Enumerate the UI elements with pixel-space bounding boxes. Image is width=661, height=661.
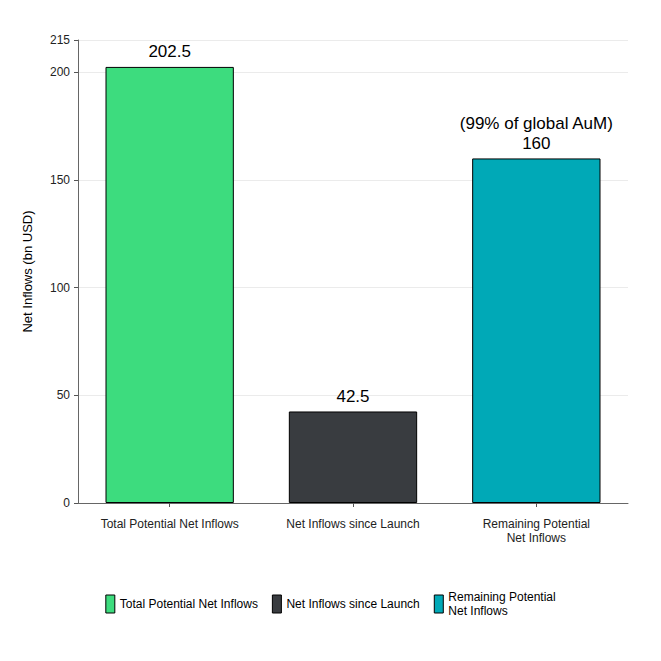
svg-text:160: 160 (522, 134, 550, 153)
svg-text:Net Inflows: Net Inflows (448, 604, 507, 618)
svg-text:Net Inflows: Net Inflows (507, 531, 566, 545)
svg-text:200: 200 (50, 65, 70, 79)
svg-text:Net Inflows (bn USD): Net Inflows (bn USD) (20, 210, 35, 332)
svg-text:150: 150 (50, 173, 70, 187)
svg-text:202.5: 202.5 (148, 42, 191, 61)
svg-text:Total Potential Net Inflows: Total Potential Net Inflows (120, 597, 258, 611)
svg-text:Net Inflows since Launch: Net Inflows since Launch (286, 517, 419, 531)
svg-text:(99% of global AuM): (99% of global AuM) (460, 114, 613, 133)
svg-text:42.5: 42.5 (336, 387, 369, 406)
svg-text:Total Potential Net Inflows: Total Potential Net Inflows (101, 517, 239, 531)
svg-text:215: 215 (50, 33, 70, 47)
svg-text:50: 50 (57, 388, 71, 402)
svg-text:Net Inflows since Launch: Net Inflows since Launch (286, 597, 419, 611)
svg-text:Remaining Potential: Remaining Potential (448, 590, 555, 604)
svg-text:100: 100 (50, 281, 70, 295)
svg-text:0: 0 (63, 496, 70, 510)
svg-text:Remaining Potential: Remaining Potential (483, 517, 590, 531)
